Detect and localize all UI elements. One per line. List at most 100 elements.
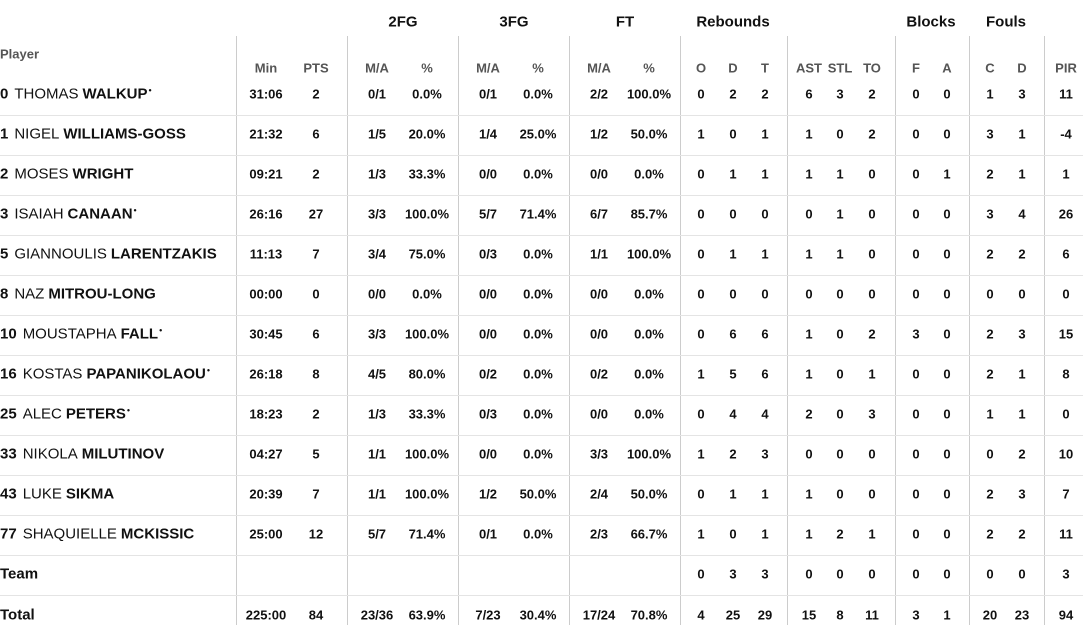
stat-cell: 0.0% — [634, 366, 664, 382]
stat-cell: 12 — [308, 526, 324, 542]
row-divider — [0, 115, 1083, 116]
stat-cell: 0.0% — [634, 166, 664, 182]
player-name: 33 NIKOLA MILUTINOV — [0, 446, 164, 463]
stat-cell: 11 — [1059, 86, 1073, 102]
group-header: 3FG — [499, 13, 529, 31]
player-name: 25 ALEC PETERS • — [0, 406, 130, 423]
player-name: 43 LUKE SIKMA — [0, 486, 114, 503]
stat-cell: 0 — [1062, 406, 1070, 422]
last-name: WILLIAMS-GOSS — [63, 125, 186, 143]
stat-cell: 3 — [729, 566, 737, 582]
column-header: T — [761, 60, 769, 76]
stat-cell: 0 — [1018, 286, 1026, 302]
stat-cell: 1 — [805, 246, 813, 262]
stat-cell: 0 — [805, 206, 813, 222]
row-label: Total — [0, 606, 35, 624]
group-header: Rebounds — [696, 13, 770, 31]
stat-cell: 100.0% — [626, 446, 672, 462]
stat-cell: 6 — [729, 326, 737, 342]
stat-cell: 0 — [697, 166, 705, 182]
column-header: Min — [254, 60, 278, 76]
last-name: FALL — [120, 325, 159, 343]
stat-cell: 0 — [986, 566, 994, 582]
stat-cell: 0 — [943, 326, 951, 342]
stat-cell: 0.0% — [523, 166, 553, 182]
stat-cell: 0 — [836, 126, 844, 142]
column-header: M/A — [476, 60, 500, 76]
stat-cell: 0 — [729, 126, 737, 142]
stat-cell: 1/3 — [367, 406, 387, 422]
stat-cell: 0 — [943, 446, 951, 462]
stat-cell: 0 — [312, 286, 320, 302]
row-divider — [0, 475, 1083, 476]
stat-cell: 0.0% — [523, 326, 553, 342]
stat-cell: 225:00 — [245, 607, 287, 623]
stat-cell: 1 — [805, 166, 813, 182]
stat-cell: 3/3 — [367, 326, 387, 342]
stat-cell: 4 — [761, 406, 769, 422]
stat-cell: 0 — [697, 406, 705, 422]
stat-cell: 2 — [986, 526, 994, 542]
player-name: 16 KOSTAS PAPANIKOLAOU • — [0, 366, 210, 383]
stat-cell: 3 — [1018, 486, 1026, 502]
stat-cell: 84 — [308, 607, 324, 623]
stat-cell: 26:16 — [249, 206, 283, 222]
stat-cell: 3 — [761, 446, 769, 462]
player-name: 2 MOSES WRIGHT — [0, 166, 133, 183]
column-header: O — [695, 60, 707, 76]
player-name: 1 NIGEL WILLIAMS-GOSS — [0, 126, 186, 143]
first-name: LUKE — [22, 485, 62, 503]
player-number: 8 — [0, 285, 9, 303]
stat-cell: 1 — [1018, 126, 1026, 142]
stat-cell: 4/5 — [367, 366, 387, 382]
stat-cell: 3/3 — [367, 206, 387, 222]
stat-cell: 0 — [912, 366, 920, 382]
stat-cell: 11 — [1059, 526, 1073, 542]
first-name: THOMAS — [14, 85, 79, 103]
stat-cell: 30.4% — [519, 607, 557, 623]
stat-cell: 26:18 — [249, 366, 283, 382]
stat-cell: 100.0% — [626, 86, 672, 102]
player-number: 5 — [0, 245, 9, 263]
stat-cell: 25:00 — [249, 526, 283, 542]
stat-cell: 50.0% — [630, 486, 668, 502]
column-separator — [1044, 36, 1045, 625]
row-divider — [0, 315, 1083, 316]
stat-cell: 3 — [1018, 86, 1026, 102]
stat-cell: 0 — [912, 406, 920, 422]
stat-cell: 1 — [986, 406, 994, 422]
stat-cell: 3 — [986, 206, 994, 222]
player-header: Player — [0, 46, 40, 62]
stat-cell: 70.8% — [630, 607, 668, 623]
stat-cell: 17/24 — [582, 607, 616, 623]
player-number: 33 — [0, 445, 17, 463]
column-separator — [347, 36, 348, 625]
stat-cell: 0 — [912, 206, 920, 222]
column-header: D — [1017, 60, 1027, 76]
stat-cell: 6 — [1062, 246, 1070, 262]
stat-cell: 6 — [805, 86, 813, 102]
stat-cell: 0.0% — [634, 406, 664, 422]
stat-cell: 1 — [805, 366, 813, 382]
stat-cell: 0/0 — [589, 406, 609, 422]
starter-mark: • — [206, 365, 211, 376]
stat-cell: 1/1 — [367, 486, 387, 502]
stat-cell: 0 — [836, 286, 844, 302]
stat-cell: 0 — [697, 286, 705, 302]
row-divider — [0, 195, 1083, 196]
starter-mark: • — [126, 405, 131, 416]
stat-cell: 5 — [312, 446, 320, 462]
starter-mark: • — [159, 325, 163, 336]
total-label: Total — [0, 607, 41, 624]
column-separator — [969, 36, 970, 625]
stat-cell: 2 — [986, 166, 994, 182]
stat-cell: 0 — [836, 446, 844, 462]
row-divider — [0, 595, 1083, 596]
row-divider — [0, 435, 1083, 436]
column-header: A — [942, 60, 952, 76]
stat-cell: 0/2 — [589, 366, 609, 382]
player-number: 1 — [0, 125, 9, 143]
player-number: 16 — [0, 365, 17, 383]
stat-cell: 0 — [912, 166, 920, 182]
row-divider — [0, 355, 1083, 356]
